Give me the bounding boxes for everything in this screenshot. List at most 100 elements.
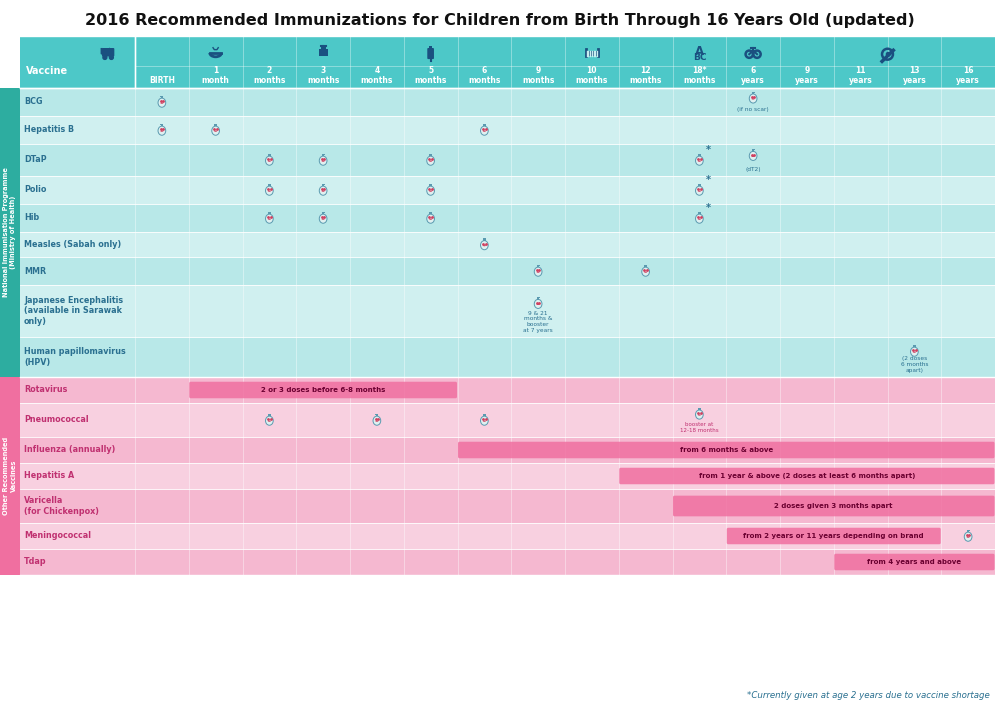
FancyBboxPatch shape — [586, 51, 598, 55]
FancyBboxPatch shape — [698, 213, 701, 215]
FancyBboxPatch shape — [268, 413, 271, 415]
FancyBboxPatch shape — [268, 213, 271, 215]
FancyBboxPatch shape — [752, 93, 754, 94]
Circle shape — [109, 55, 113, 59]
Text: booster at
12-18 months: booster at 12-18 months — [680, 422, 719, 433]
FancyBboxPatch shape — [644, 266, 647, 268]
FancyBboxPatch shape — [268, 212, 271, 213]
FancyBboxPatch shape — [189, 382, 457, 399]
Ellipse shape — [266, 156, 273, 165]
FancyBboxPatch shape — [0, 88, 20, 377]
Ellipse shape — [481, 416, 488, 426]
Text: Polio: Polio — [24, 185, 46, 195]
FancyBboxPatch shape — [268, 183, 271, 185]
Ellipse shape — [481, 126, 488, 135]
Text: (2 doses
6 months
apart): (2 doses 6 months apart) — [901, 356, 928, 373]
FancyBboxPatch shape — [698, 409, 701, 410]
FancyBboxPatch shape — [429, 47, 432, 49]
Text: 1
month: 1 month — [202, 66, 230, 85]
Text: 10
months: 10 months — [576, 66, 608, 85]
Text: Vaccine: Vaccine — [26, 66, 68, 76]
FancyBboxPatch shape — [20, 403, 995, 437]
FancyBboxPatch shape — [427, 48, 434, 59]
FancyBboxPatch shape — [752, 91, 755, 93]
FancyBboxPatch shape — [483, 238, 486, 239]
Text: Meningococcal: Meningococcal — [24, 532, 91, 540]
FancyBboxPatch shape — [20, 337, 995, 377]
Ellipse shape — [427, 214, 434, 223]
FancyBboxPatch shape — [161, 97, 163, 98]
Ellipse shape — [319, 214, 327, 223]
FancyBboxPatch shape — [20, 116, 995, 144]
FancyBboxPatch shape — [376, 415, 378, 416]
Text: 2
months: 2 months — [253, 66, 286, 85]
FancyBboxPatch shape — [483, 413, 486, 415]
FancyBboxPatch shape — [20, 377, 995, 403]
FancyBboxPatch shape — [102, 48, 114, 57]
FancyBboxPatch shape — [429, 212, 432, 213]
FancyBboxPatch shape — [429, 185, 432, 186]
FancyBboxPatch shape — [375, 413, 378, 415]
FancyBboxPatch shape — [537, 298, 539, 299]
Text: 18*
months: 18* months — [683, 66, 716, 85]
Text: A: A — [695, 45, 704, 58]
Text: Hepatitis A: Hepatitis A — [24, 472, 74, 481]
Text: 9
years: 9 years — [795, 66, 819, 85]
FancyBboxPatch shape — [483, 125, 486, 126]
FancyBboxPatch shape — [20, 489, 995, 523]
FancyBboxPatch shape — [698, 212, 701, 213]
Text: 4
months: 4 months — [361, 66, 393, 85]
FancyBboxPatch shape — [429, 155, 432, 156]
FancyBboxPatch shape — [834, 554, 994, 570]
Text: from 1 year & above (2 doses at least 6 months apart): from 1 year & above (2 doses at least 6 … — [699, 473, 915, 479]
FancyBboxPatch shape — [322, 213, 324, 215]
Text: Pneumococcal: Pneumococcal — [24, 416, 89, 425]
FancyBboxPatch shape — [483, 415, 486, 416]
Text: BCG: BCG — [24, 98, 42, 106]
FancyBboxPatch shape — [20, 463, 995, 489]
Text: from 4 years and above: from 4 years and above — [867, 559, 961, 565]
Text: BIRTH: BIRTH — [149, 76, 175, 85]
FancyBboxPatch shape — [268, 154, 271, 155]
FancyBboxPatch shape — [322, 154, 325, 155]
Ellipse shape — [642, 267, 649, 276]
FancyBboxPatch shape — [322, 185, 324, 186]
Ellipse shape — [319, 156, 327, 165]
Text: Tdap: Tdap — [24, 557, 47, 566]
Text: BC: BC — [693, 53, 706, 62]
Text: 9
months: 9 months — [522, 66, 554, 85]
FancyBboxPatch shape — [160, 96, 163, 97]
Text: *: * — [705, 145, 710, 155]
Text: (if no scar): (if no scar) — [737, 107, 769, 112]
Text: from 6 months & above: from 6 months & above — [680, 447, 773, 453]
FancyBboxPatch shape — [673, 496, 994, 516]
FancyBboxPatch shape — [20, 88, 995, 116]
Ellipse shape — [696, 410, 703, 419]
Text: 16
years: 16 years — [956, 66, 980, 85]
Text: Hib: Hib — [24, 214, 39, 222]
Text: 3
months: 3 months — [307, 66, 339, 85]
FancyBboxPatch shape — [268, 155, 271, 156]
Ellipse shape — [158, 126, 166, 135]
Text: Measles (Sabah only): Measles (Sabah only) — [24, 240, 121, 249]
Text: 9 & 21
months &
booster
at 7 years: 9 & 21 months & booster at 7 years — [523, 311, 553, 333]
FancyBboxPatch shape — [0, 377, 20, 575]
FancyBboxPatch shape — [967, 531, 969, 532]
FancyBboxPatch shape — [20, 257, 995, 285]
FancyBboxPatch shape — [483, 239, 486, 241]
Text: Varicella
(for Chickenpox): Varicella (for Chickenpox) — [24, 496, 99, 515]
Text: 2016 Recommended Immunizations for Children from Birth Through 16 Years Old (upd: 2016 Recommended Immunizations for Child… — [85, 13, 915, 28]
Ellipse shape — [696, 214, 703, 223]
Text: *Currently given at age 2 years due to vaccine shortage: *Currently given at age 2 years due to v… — [747, 691, 990, 700]
FancyBboxPatch shape — [698, 155, 701, 156]
FancyBboxPatch shape — [268, 415, 271, 416]
FancyBboxPatch shape — [537, 297, 540, 298]
FancyBboxPatch shape — [644, 265, 647, 266]
Ellipse shape — [696, 186, 703, 195]
FancyBboxPatch shape — [214, 124, 217, 125]
Text: 12
months: 12 months — [629, 66, 662, 85]
Text: Rotavirus: Rotavirus — [24, 385, 67, 394]
Text: Influenza (annually): Influenza (annually) — [24, 445, 115, 455]
Ellipse shape — [481, 241, 488, 250]
FancyBboxPatch shape — [268, 185, 271, 186]
